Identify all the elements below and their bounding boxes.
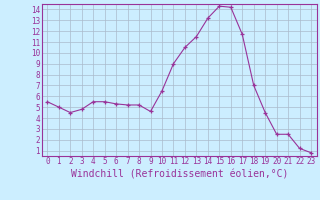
X-axis label: Windchill (Refroidissement éolien,°C): Windchill (Refroidissement éolien,°C)	[70, 169, 288, 179]
